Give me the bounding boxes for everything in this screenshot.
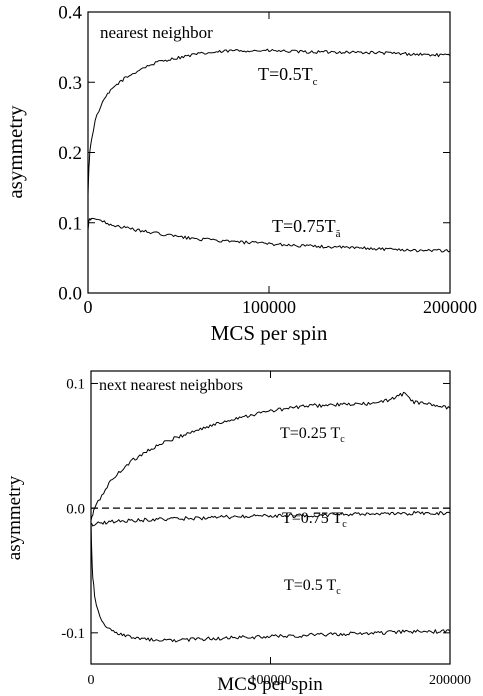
x-tick-label: 0 xyxy=(84,297,93,317)
series-label-top-2-main: T=0.75T xyxy=(272,216,336,236)
series-label-bottom-3-sub: c xyxy=(336,586,341,597)
x-axis-label-top: MCS per spin xyxy=(211,321,328,345)
series-line-1 xyxy=(87,48,451,195)
y-tick-label: 0.3 xyxy=(58,73,82,94)
series-label-bottom-3: T=0.5 Tc xyxy=(284,577,341,597)
x-tick-label: 200000 xyxy=(423,297,477,317)
panel-top: 0.0 0.1 0.2 0.3 0.4 0 100000 200000 nearest ne… xyxy=(3,3,477,345)
series-label-bottom-2-sub: c xyxy=(342,519,347,530)
x-axis-label-bottom: MCS per spin xyxy=(217,674,323,695)
y-tick-label: 0.0 xyxy=(58,284,82,305)
y-axis-label-bottom: asymmetry xyxy=(4,475,25,560)
y-tick-label: 0.1 xyxy=(58,213,82,234)
series-label-bottom-1-main: T=0.25 T xyxy=(280,425,341,442)
series-label-bottom-2: T=0.75 Tc xyxy=(282,510,347,530)
series-line-2 xyxy=(90,510,451,527)
x-tick-label: 200000 xyxy=(429,673,471,688)
annotation-top: nearest neighbor xyxy=(100,23,213,42)
series-label-bottom-1: T=0.25 Tc xyxy=(280,425,345,445)
y-axis-label-top: asymmetry xyxy=(3,105,27,199)
series-line-2 xyxy=(87,217,451,253)
series-label-top-2-sub: ã xyxy=(336,228,341,240)
series-label-top-1: T=0.5Tc xyxy=(258,64,318,88)
series-label-top-1-main: T=0.5T xyxy=(258,64,313,84)
series-line-3 xyxy=(90,520,451,643)
series-label-bottom-2-main: T=0.75 T xyxy=(282,510,343,527)
series-label-bottom-1-sub: c xyxy=(340,434,345,445)
y-ticks-top: 0.0 0.1 0.2 0.3 0.4 xyxy=(58,3,450,305)
y-tick-label: 0.1 xyxy=(66,377,85,393)
plot-frame-bottom xyxy=(90,370,451,665)
series-lines-top xyxy=(87,48,451,253)
x-tick-label: 100000 xyxy=(242,297,296,317)
series-label-bottom-3-main: T=0.5 T xyxy=(284,577,337,594)
y-tick-label: 0.0 xyxy=(66,501,85,517)
y-tick-label: 0.2 xyxy=(58,143,82,164)
panel-bottom: -0.1 0.0 0.1 0 100000 200000 next nearest ne… xyxy=(4,370,471,695)
annotation-bottom: next nearest neighbors xyxy=(99,377,243,394)
plot-frame-top xyxy=(87,11,451,294)
series-line-1 xyxy=(90,391,451,521)
series-label-top-2: T=0.75Tã xyxy=(272,216,341,240)
series-label-top-1-sub: c xyxy=(313,76,318,88)
series-lines-bottom xyxy=(90,391,451,643)
x-tick-label: 0 xyxy=(88,673,95,688)
y-tick-label: 0.4 xyxy=(58,3,82,24)
y-tick-label: -0.1 xyxy=(61,626,85,642)
x-ticks-bottom: 0 100000 200000 xyxy=(88,371,471,688)
y-ticks-bottom: -0.1 0.0 0.1 xyxy=(61,377,450,642)
x-ticks-top: 0 100000 200000 xyxy=(84,12,477,317)
x-tick-label: 100000 xyxy=(250,673,292,688)
